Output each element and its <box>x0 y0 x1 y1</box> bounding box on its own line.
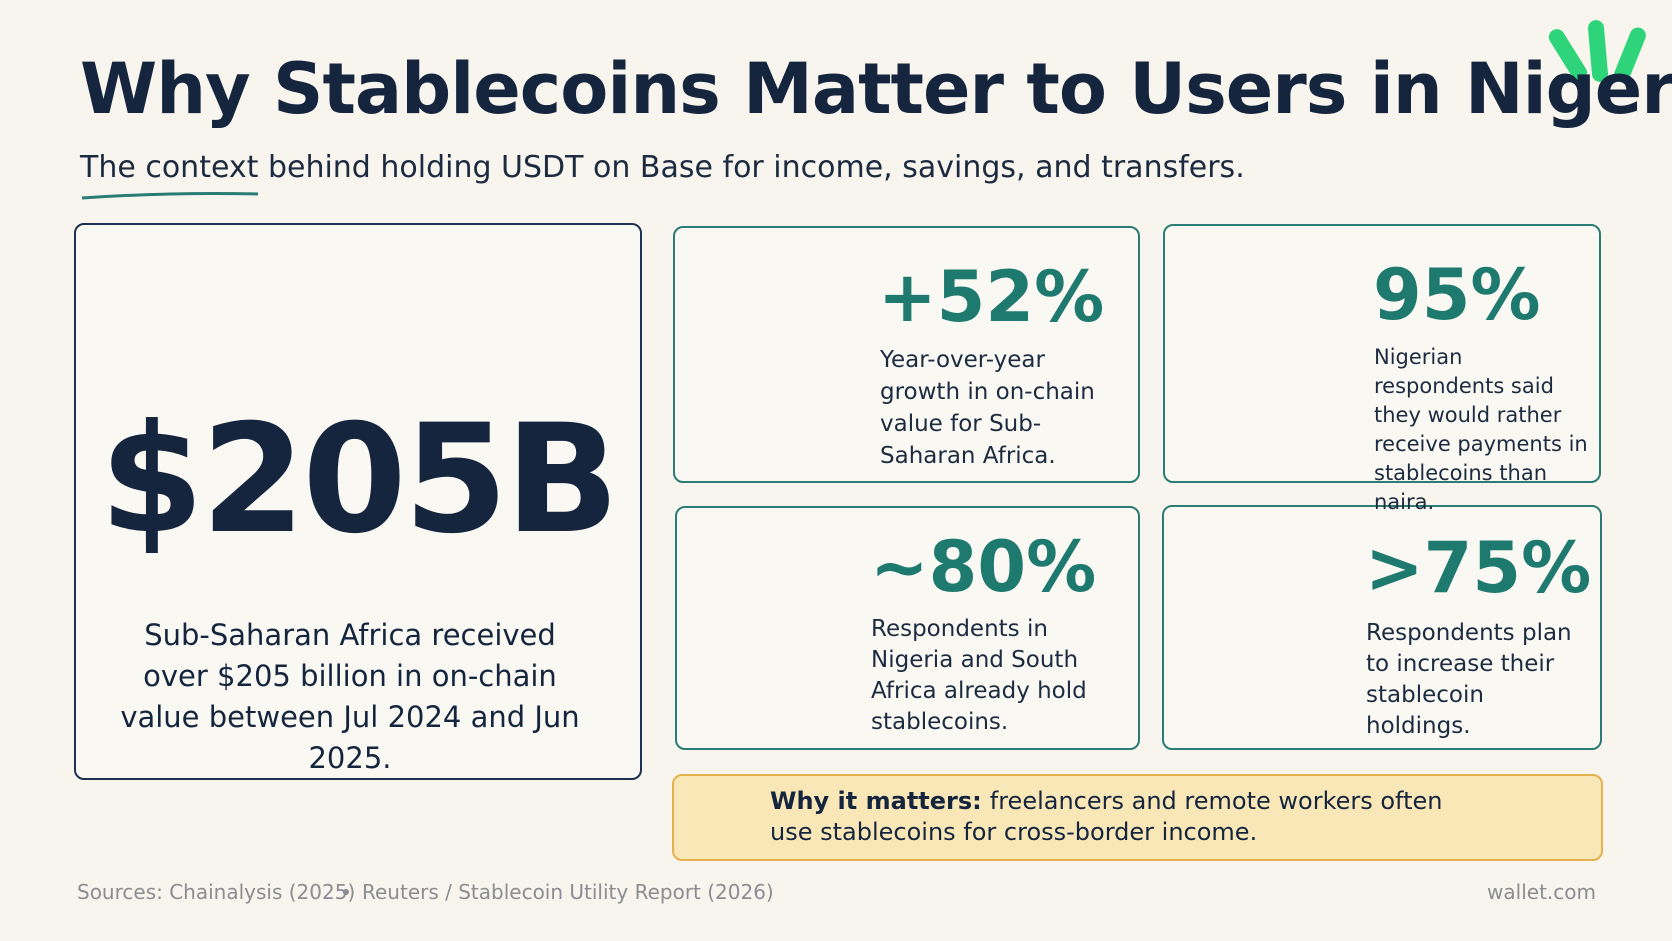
subtitle: The context behind holding USDT on Base … <box>80 150 1245 185</box>
main-card <box>74 223 642 780</box>
logo <box>1548 20 1646 83</box>
separator-dot <box>343 889 349 895</box>
subtitle-underline <box>81 192 259 200</box>
source: Sources: Chainalysis (2025) <box>77 880 356 904</box>
main-stat-description: Sub-Saharan Africa received over $205 bi… <box>120 618 580 775</box>
stat-value: +52% <box>878 256 1105 338</box>
stat-card <box>675 506 1140 750</box>
stat-description: Respondents plan to increase their stabl… <box>1366 620 1572 739</box>
callout-box <box>672 774 1603 861</box>
stat-value: ~80% <box>870 526 1097 608</box>
stat-card <box>1162 505 1602 750</box>
stat-description: Year-over-year growth in on-chain value … <box>880 347 1095 469</box>
stat-description: Nigerian respondents said they would rat… <box>1374 345 1588 514</box>
callout: Why it matters: freelancers and remote wo… <box>770 786 1470 848</box>
brand: wallet.com <box>1487 880 1596 904</box>
callout-text: freelancers and remote workers often use… <box>770 787 1443 846</box>
stat-description: Respondents in Nigeria and South Africa … <box>871 616 1087 735</box>
stat-card <box>673 226 1140 483</box>
callout-label: Why it matters: <box>770 787 982 815</box>
stat-card <box>1163 224 1601 483</box>
stat-value: 95% <box>1373 254 1541 336</box>
title: Why Stablecoins Matter to Users in Niger… <box>80 48 1672 130</box>
main-stat-value: $205B <box>99 393 620 567</box>
stat-value: >75% <box>1365 527 1592 609</box>
source: Reuters / Stablecoin Utility Report (202… <box>362 880 774 904</box>
